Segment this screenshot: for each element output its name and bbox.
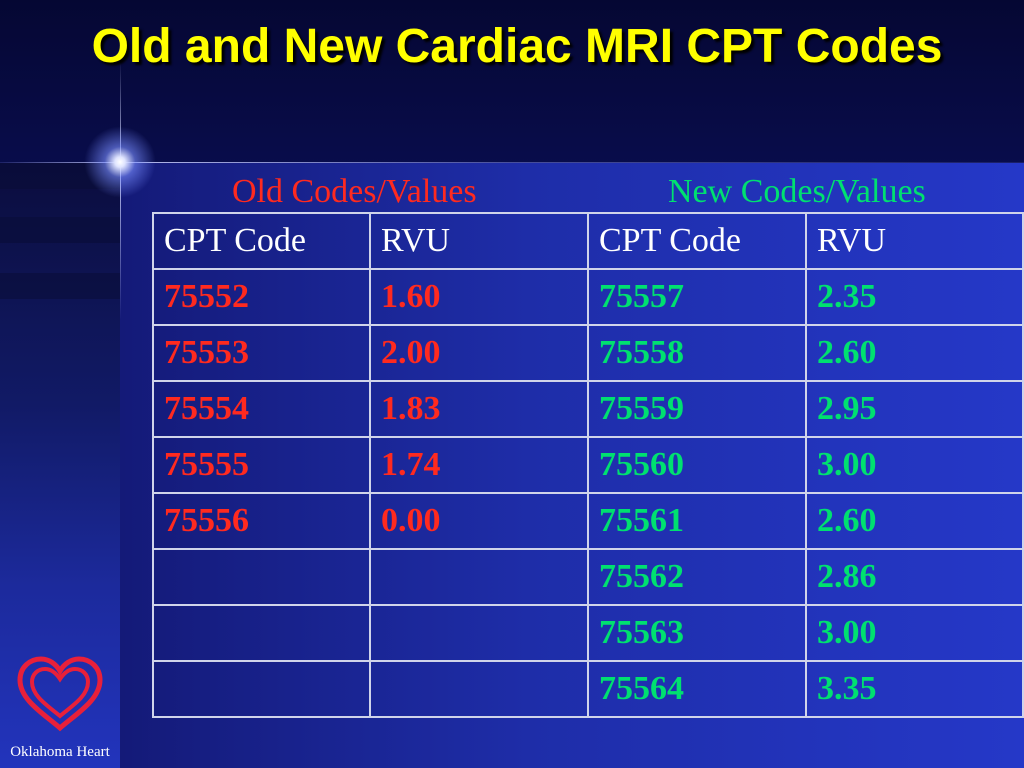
- decorative-horizontal-line: [0, 162, 1024, 163]
- old-code-cell: 75552: [152, 268, 371, 326]
- heart-outer-outline: [17, 656, 103, 732]
- table-row: 75553 2.00 75558 2.60: [152, 324, 1024, 382]
- table-row: 75556 0.00 75561 2.60: [152, 492, 1024, 550]
- old-rvu-cell: 2.00: [369, 324, 589, 382]
- header-old-rvu: RVU: [369, 212, 589, 270]
- old-rvu-cell: [369, 548, 589, 606]
- new-code-cell: 75557: [587, 268, 807, 326]
- band-stripe: [0, 217, 120, 243]
- slide-title: Old and New Cardiac MRI CPT Codes: [91, 20, 943, 73]
- old-code-cell: 75556: [152, 492, 371, 550]
- header-new-rvu: RVU: [805, 212, 1024, 270]
- table-row: 75562 2.86: [152, 548, 1024, 606]
- new-codes-label: New Codes/Values: [668, 173, 926, 210]
- old-code-cell: [152, 660, 371, 718]
- header-new-cpt-code: CPT Code: [587, 212, 807, 270]
- new-rvu-cell: 3.00: [805, 436, 1024, 494]
- new-rvu-cell: 2.60: [805, 324, 1024, 382]
- new-rvu-cell: 3.00: [805, 604, 1024, 662]
- table-row: 75564 3.35: [152, 660, 1024, 718]
- table-row: 75563 3.00: [152, 604, 1024, 662]
- table-row: 75552 1.60 75557 2.35: [152, 268, 1024, 326]
- band-stripe: [0, 273, 120, 299]
- header-old-cpt-code: CPT Code: [152, 212, 371, 270]
- new-code-cell: 75562: [587, 548, 807, 606]
- new-code-cell: 75558: [587, 324, 807, 382]
- old-codes-label: Old Codes/Values: [232, 173, 477, 210]
- old-code-cell: [152, 604, 371, 662]
- table-header-row: CPT Code RVU CPT Code RVU: [152, 212, 1024, 270]
- old-rvu-cell: 1.83: [369, 380, 589, 438]
- old-code-cell: 75554: [152, 380, 371, 438]
- old-code-cell: [152, 548, 371, 606]
- heart-logo-icon: [17, 656, 103, 732]
- old-code-cell: 75553: [152, 324, 371, 382]
- heart-inner-outline: [29, 666, 91, 719]
- old-rvu-cell: [369, 660, 589, 718]
- new-rvu-cell: 2.35: [805, 268, 1024, 326]
- new-code-cell: 75563: [587, 604, 807, 662]
- org-name-label: Oklahoma Heart: [10, 744, 110, 760]
- new-code-cell: 75564: [587, 660, 807, 718]
- old-rvu-cell: 0.00: [369, 492, 589, 550]
- table-row: 75555 1.74 75560 3.00: [152, 436, 1024, 494]
- old-code-cell: 75555: [152, 436, 371, 494]
- old-rvu-cell: [369, 604, 589, 662]
- new-code-cell: 75560: [587, 436, 807, 494]
- new-rvu-cell: 2.86: [805, 548, 1024, 606]
- light-flare-icon: [84, 126, 156, 198]
- old-rvu-cell: 1.74: [369, 436, 589, 494]
- cpt-codes-table: CPT Code RVU CPT Code RVU 75552 1.60 755…: [152, 212, 1024, 718]
- table-row: 75554 1.83 75559 2.95: [152, 380, 1024, 438]
- new-rvu-cell: 2.60: [805, 492, 1024, 550]
- old-rvu-cell: 1.60: [369, 268, 589, 326]
- new-rvu-cell: 2.95: [805, 380, 1024, 438]
- new-rvu-cell: 3.35: [805, 660, 1024, 718]
- new-code-cell: 75561: [587, 492, 807, 550]
- new-code-cell: 75559: [587, 380, 807, 438]
